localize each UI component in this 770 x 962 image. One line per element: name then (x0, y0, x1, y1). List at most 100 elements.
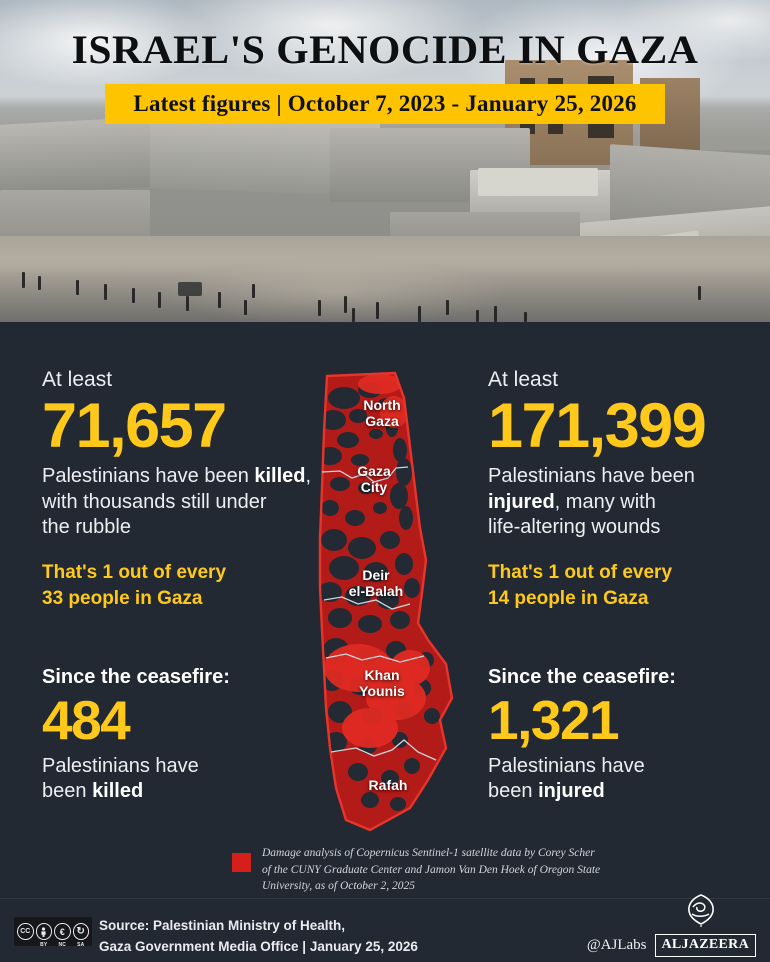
person-figure (38, 276, 41, 290)
aljazeera-calligraphy-logo (678, 893, 724, 932)
cc-sa-label: SA (77, 942, 85, 948)
person-figure (244, 300, 247, 315)
border-deir-khanyounis (325, 653, 425, 663)
border-north-gazacity (321, 466, 409, 483)
person-figure (186, 296, 189, 311)
ceasefire-killed-desc-bold: killed (92, 780, 144, 803)
ceasefire-injured-label: Since the ceasefire: (488, 666, 676, 688)
stat-injured-description: Palestinians have been injured, many wit… (488, 464, 758, 541)
stat-injured-value: 171,399 (488, 391, 707, 461)
gaza-map-svg (318, 371, 454, 832)
person-figure (524, 312, 527, 322)
cc-sa-glyph: ↻ (76, 926, 85, 937)
stat-killed-ratio-line2: 33 people in Gaza (42, 587, 203, 609)
stat-injured-desc-tail: , many with (554, 490, 656, 513)
stat-killed: At least 71,657 Palestinians have been k… (42, 368, 322, 611)
source-attribution: Source: Palestinian Ministry of Health, … (99, 916, 418, 958)
date-banner-text: Latest figures | October 7, 2023 - Janua… (133, 91, 637, 116)
aj-labs-handle: @AJLabs (586, 937, 647, 953)
stat-injured-ratio-line1: That's 1 out of every (488, 562, 673, 584)
ceasefire-injured-desc-line1: Palestinians have (488, 754, 645, 777)
ceasefire-killed-label: Since the ceasefire: (42, 666, 230, 688)
person-figure (318, 300, 321, 316)
concrete-slab (478, 168, 598, 196)
source-line2: Gaza Government Media Office | January 2… (99, 938, 418, 954)
stat-injured-ratio-line2: 14 people in Gaza (488, 587, 649, 609)
stat-killed-ratio-line1: That's 1 out of every (42, 562, 227, 584)
ceasefire-killed-value: 484 (42, 689, 131, 751)
person-figure (698, 286, 701, 300)
cc-by-label: BY (40, 942, 48, 948)
person-figure (76, 280, 79, 295)
stat-killed-desc-tail: , (305, 465, 312, 488)
stat-killed-description: Palestinians have been killed, with thou… (42, 464, 312, 541)
aljazeera-wordmark: ALJAZEERA (654, 934, 756, 957)
cc-sa-icon: ↻ SA (72, 923, 89, 948)
person-figure (22, 272, 25, 288)
cc-by-icon: BY (35, 923, 52, 948)
person-figure (376, 302, 379, 319)
person-figure (218, 292, 221, 308)
source-line1: Source: Palestinian Ministry of Health, (99, 918, 346, 933)
stat-injured-prefix: At least (488, 368, 559, 391)
legend-line3: University, as of October 2, 2025 (262, 880, 415, 893)
stat-injured-desc-line3: life-altering wounds (488, 516, 661, 539)
legend-caption: Damage analysis of Copernicus Sentinel-1… (262, 845, 600, 895)
legend-color-swatch (232, 853, 251, 872)
hero-photo (0, 0, 770, 322)
map-label-rafah: Rafah (368, 777, 408, 793)
ceasefire-killed-description: Palestinians have been killed (42, 754, 302, 805)
map-label-gaza-city: Gaza City (357, 463, 391, 495)
stat-killed-desc-line2: with thousands still under (42, 490, 267, 513)
stat-injured-ratio: That's 1 out of every 14 people in Gaza (488, 560, 763, 611)
vehicle (178, 282, 202, 296)
stat-killed-desc-bold: killed (254, 465, 306, 488)
cc-nc-glyph: € (59, 926, 65, 937)
aljazeera-branding: @AJLabs ALJAZEERA (587, 893, 756, 957)
stat-injured-desc-lead: Palestinians have been (488, 465, 695, 488)
page-title: ISRAEL'S GENOCIDE IN GAZA (71, 27, 699, 72)
gaza-damage-map: North Gaza Gaza City Deir el-Balah Khan … (300, 368, 480, 840)
map-label-deir-el-balah: Deir el-Balah (348, 567, 404, 599)
border-khanyounis-rafah (330, 739, 437, 761)
person-figure (494, 306, 497, 322)
person-figure (252, 284, 255, 298)
creative-commons-badge: CC BY € NC ↻ SA (14, 917, 92, 948)
legend-line2: of the CUNY Graduate Center and Jamon Va… (262, 863, 601, 876)
person-figure (352, 308, 355, 322)
ceasefire-injured-value: 1,321 (488, 689, 620, 751)
ceasefire-killed-desc-line1: Palestinians have (42, 754, 199, 777)
person-figure (476, 310, 479, 322)
person-glyph (41, 926, 46, 937)
person-figure (158, 292, 161, 308)
cc-nc-icon: € NC (54, 923, 71, 948)
stat-killed-value: 71,657 (42, 391, 227, 461)
person-figure (104, 284, 107, 300)
ceasefire-injured-desc-bold: injured (538, 780, 605, 803)
cc-icon: CC (17, 923, 34, 940)
ceasefire-injured-description: Palestinians have been injured (488, 754, 748, 805)
person-figure (418, 306, 421, 322)
stat-ceasefire-killed: Since the ceasefire: 484 Palestinians ha… (42, 666, 302, 805)
person-figure (132, 288, 135, 303)
stat-killed-prefix: At least (42, 368, 113, 391)
stat-killed-desc-lead: Palestinians have been (42, 465, 255, 488)
ceasefire-injured-desc-lead: been (488, 780, 539, 803)
stat-injured: At least 171,399 Palestinians have been … (488, 368, 763, 611)
person-figure (344, 296, 347, 313)
aj-logo-svg (688, 894, 714, 927)
stat-killed-ratio: That's 1 out of every 33 people in Gaza (42, 560, 322, 611)
cc-nc-label: NC (58, 942, 67, 948)
map-label-khan-younis: Khan Younis (359, 667, 405, 699)
stat-killed-desc-line3: the rubble (42, 516, 131, 539)
stat-ceasefire-injured: Since the ceasefire: 1,321 Palestinians … (488, 666, 748, 805)
photo-vignette (0, 0, 770, 322)
border-gazacity-deir (323, 596, 411, 610)
legend-line1: Damage analysis of Copernicus Sentinel-1… (262, 847, 595, 859)
date-banner: Latest figures | October 7, 2023 - Janua… (105, 84, 665, 124)
aj-handle-row: @AJLabs ALJAZEERA (587, 934, 756, 957)
map-damage-layer (320, 373, 452, 830)
stat-injured-desc-bold: injured (488, 490, 555, 513)
map-outline (318, 371, 454, 832)
